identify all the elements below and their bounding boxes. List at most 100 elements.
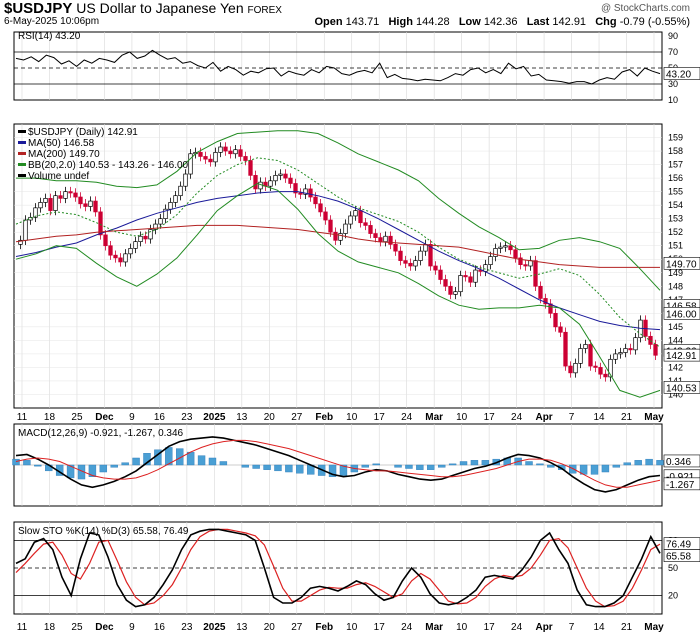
candle-body <box>598 367 603 375</box>
candle-body <box>98 211 103 236</box>
low-value: 142.36 <box>483 16 518 28</box>
candle-body <box>43 198 48 203</box>
sto-axis-tick-label: 13 <box>236 622 248 633</box>
macd-value-label: -0.921 <box>666 472 695 483</box>
candle-body <box>503 245 508 248</box>
candle-body <box>563 331 568 367</box>
candle-body <box>223 146 228 152</box>
open-value: 143.71 <box>345 16 380 28</box>
symbol: $USDJPY <box>4 0 73 17</box>
candle-body <box>538 285 543 299</box>
candle-body <box>363 222 368 226</box>
candle-body <box>533 260 538 287</box>
candle-body <box>58 195 63 199</box>
price-axis-tick-label: 20 <box>264 412 276 423</box>
legend-entry: Volume undef <box>28 171 89 182</box>
price-axis-tick-label: 10 <box>346 412 358 423</box>
sto-axis-tick-label: 2025 <box>203 622 226 633</box>
macd-histogram-bar <box>525 461 533 466</box>
candle-body <box>398 250 403 261</box>
price-tick-label: 158 <box>668 146 683 156</box>
macd-histogram-bar <box>197 455 206 466</box>
candle-body <box>233 149 238 155</box>
last-value: 142.91 <box>552 16 587 28</box>
candle-body <box>218 146 223 153</box>
candle-body <box>483 264 488 272</box>
candle-body <box>303 188 308 195</box>
candle-body <box>93 200 98 213</box>
macd-histogram-bar <box>656 460 664 466</box>
candle-body <box>428 244 433 267</box>
candle-body <box>308 188 313 198</box>
price-axis-tick-label: 13 <box>236 412 248 423</box>
macd-histogram-bar <box>590 464 599 475</box>
rsi-last-label: 43.20 <box>666 69 691 80</box>
legend-entry: MA(50) 146.58 <box>28 138 95 149</box>
price-axis-tick-label: Dec <box>95 412 114 423</box>
candle-body <box>448 285 453 295</box>
price-tick-label: 144 <box>668 335 683 345</box>
last-label: Last <box>526 16 550 28</box>
macd-histogram-bar <box>219 461 228 466</box>
macd-histogram-bar <box>12 458 20 466</box>
sto-axis-tick-label: 25 <box>71 622 83 633</box>
candle-body <box>578 348 583 364</box>
price-axis-tick-label: 25 <box>71 412 83 423</box>
candle-body <box>473 269 478 283</box>
price-tick-label: 156 <box>668 173 683 183</box>
exchange: FOREX <box>247 5 282 16</box>
sto-d-label: 76.49 <box>666 540 691 551</box>
candle-body <box>53 195 58 211</box>
macd-histogram-bar <box>252 464 260 469</box>
macd-histogram-bar <box>547 464 555 468</box>
price-tag: 142.91 <box>666 351 697 362</box>
price-tick-label: 141 <box>668 376 683 386</box>
candle-body <box>488 256 493 265</box>
macd-histogram-bar <box>285 464 293 473</box>
high-value: 144.28 <box>416 16 450 28</box>
macd-histogram-bar <box>405 464 413 469</box>
sto-tick-label: 20 <box>668 591 678 601</box>
legend-swatch <box>18 163 26 166</box>
candle-body <box>553 312 558 328</box>
macd-line <box>15 436 661 493</box>
candle-body <box>373 233 378 238</box>
candle-body <box>433 265 438 271</box>
candle-body <box>143 235 148 240</box>
macd-histogram-bar <box>165 447 173 466</box>
sto-axis-tick-label: 10 <box>346 622 358 633</box>
candle-body <box>493 248 498 257</box>
quote-date: 6-May-2025 10:06pm <box>4 16 100 27</box>
candle-body <box>78 196 83 205</box>
sto-axis-tick-label: 24 <box>401 622 413 633</box>
price-tick-label: 145 <box>668 322 683 332</box>
macd-histogram-bar <box>339 464 348 476</box>
candle-body <box>253 175 258 190</box>
candle-body <box>408 262 413 267</box>
candle-body <box>198 152 203 157</box>
candle-body <box>608 358 613 378</box>
candle-body <box>323 211 328 221</box>
price-tick-label: 159 <box>668 133 683 143</box>
candle-body <box>623 348 628 353</box>
sto-title: Slow STO %K(14) %D(3) 65.58, 76.49 <box>18 526 189 537</box>
candle-body <box>413 260 418 267</box>
candle-body <box>188 153 193 175</box>
candle-body <box>418 250 423 261</box>
candle-body <box>313 196 318 205</box>
macd-histogram-bar <box>372 463 380 466</box>
sto-axis-tick-label: 7 <box>569 622 575 633</box>
chart-header: $USDJPY US Dollar to Japanese Yen FOREX … <box>0 0 700 30</box>
candle-body <box>83 203 88 207</box>
macd-histogram-bar <box>186 451 195 466</box>
macd-histogram-bar <box>427 464 435 470</box>
sto-axis-tick-label: 10 <box>456 622 468 633</box>
price-axis-tick-label: 11 <box>17 412 28 423</box>
sto-tick-label: 50 <box>668 563 678 573</box>
macd-histogram-bar <box>34 464 42 467</box>
low-label: Low <box>458 16 481 28</box>
price-tick-label: 154 <box>668 200 683 210</box>
candle-body <box>333 231 338 241</box>
candle-body <box>33 207 38 218</box>
candle-body <box>178 185 183 197</box>
